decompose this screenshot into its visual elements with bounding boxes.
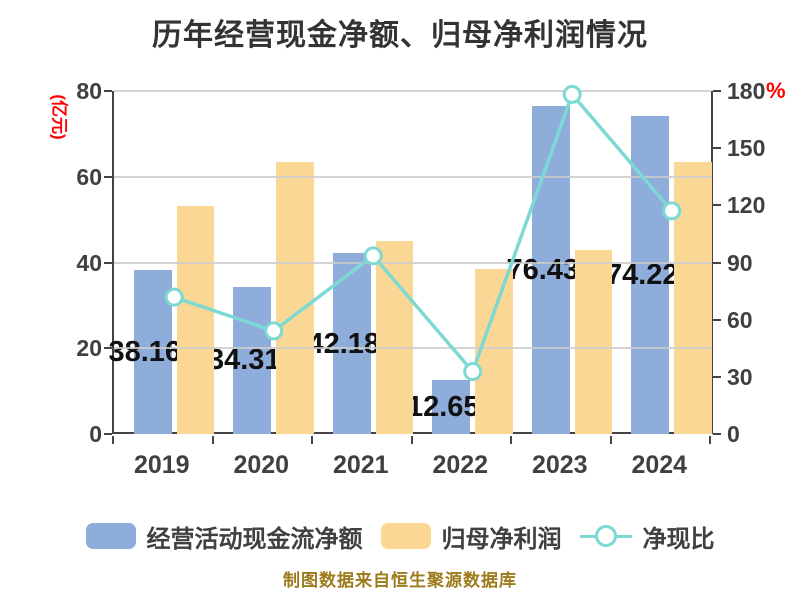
right-axis-tick-60 [713, 318, 721, 321]
y-axis-label-right-90: 90 [727, 249, 753, 276]
net-profit-swatch-icon [380, 523, 431, 549]
chart-title: 历年经营现金净额、归母净利润情况 [152, 19, 648, 52]
cash-ratio-marker-2020 [264, 321, 284, 341]
x-axis-tick-4 [510, 436, 512, 444]
cash-ratio-polyline [173, 92, 674, 374]
x-axis-tick-1 [211, 436, 214, 444]
legend-item-cash-ratio[interactable]: 净现比 [579, 519, 715, 554]
bar-net-profit-2023 [574, 250, 613, 434]
y-axis-label-left-0: 0 [89, 421, 102, 447]
legend-label-cashflow: 经营活动现金流净额 [146, 525, 363, 553]
bar-cashflow-2020 [233, 286, 272, 434]
gridline-80 [114, 90, 711, 92]
legend-label-net-profit: 归母净利润 [441, 525, 562, 553]
right-axis-tick-0 [713, 433, 721, 435]
left-axis-tick-0 [104, 433, 112, 435]
right-axis-tick-30 [713, 375, 721, 378]
bar-net-profit-2019 [176, 205, 215, 434]
y-axis-label-right-0: 0 [727, 421, 740, 447]
y-axis-label-right-30: 30 [727, 363, 753, 390]
legend-item-net-profit[interactable]: 归母净利润 [380, 519, 562, 554]
y-axis-label-left-60: 60 [76, 163, 102, 190]
x-axis-tick-6 [709, 436, 711, 444]
legend-label-cash-ratio: 净现比 [642, 525, 715, 553]
y-axis-label-left-20: 20 [76, 335, 102, 362]
y-axis-label-left-40: 40 [76, 249, 102, 276]
left-axis-tick-80 [104, 90, 112, 92]
plot-area: 38.168 34.319 42.188 12.653 76.437 74.228 [108, 84, 713, 434]
x-axis-label-2022: 2022 [432, 451, 489, 479]
cash-ratio-marker-2021 [363, 246, 383, 266]
x-axis-tick-3 [410, 436, 413, 444]
x-axis-tick-2 [311, 436, 313, 444]
y-axis-label-right-120: 120 [727, 192, 766, 219]
legend: 经营活动现金流净额 归母净利润 净现比 [0, 514, 800, 558]
cash-ratio-marker-2023 [562, 84, 582, 104]
cash-ratio-marker-2019 [164, 287, 184, 307]
cash-ratio-line [164, 84, 682, 381]
right-axis-unit: % [766, 78, 786, 103]
x-axis-label-2023: 2023 [531, 451, 588, 479]
x-axis-label-2021: 2021 [332, 451, 389, 479]
bar-net-profit-2021 [375, 240, 414, 434]
gridline-60 [114, 175, 711, 178]
cash-ratio-marker-2022 [463, 361, 483, 381]
left-axis-tick-20 [104, 347, 112, 350]
data-source-footer: 制图数据来自恒生聚源数据库 [283, 571, 517, 590]
y-axis-label-left-80: 80 [76, 78, 102, 104]
bar-cashflow-2022 [432, 379, 471, 434]
x-axis-label-2020: 2020 [233, 451, 290, 479]
right-axis-tick-180 [713, 90, 721, 92]
bar-net-profit-2020 [276, 162, 314, 434]
bar-cashflow-2023 [531, 106, 570, 434]
x-axis-label-2019: 2019 [133, 451, 190, 479]
y-axis-label-right-150: 150 [727, 135, 766, 162]
y-axis-label-right-60: 60 [727, 306, 753, 333]
right-axis-tick-120 [713, 204, 721, 207]
left-axis-tick-40 [104, 261, 112, 264]
x-axis-tick-5 [609, 436, 612, 444]
cashflow-swatch-icon [85, 523, 136, 549]
gridline-20 [114, 347, 711, 350]
cash-ratio-line-marker-icon [579, 523, 632, 549]
x-axis-tick-0 [112, 436, 114, 444]
x-axis-label-2024: 2024 [631, 451, 688, 479]
right-axis-tick-90 [713, 261, 721, 264]
y-axis-label-right-180: 180 [727, 78, 766, 104]
cash-ratio-marker-2024 [662, 201, 682, 221]
legend-item-operating-cashflow[interactable]: 经营活动现金流净额 [85, 519, 363, 554]
gridline-40 [114, 261, 711, 264]
right-axis-tick-150 [713, 147, 721, 150]
left-axis-tick-60 [104, 175, 112, 178]
